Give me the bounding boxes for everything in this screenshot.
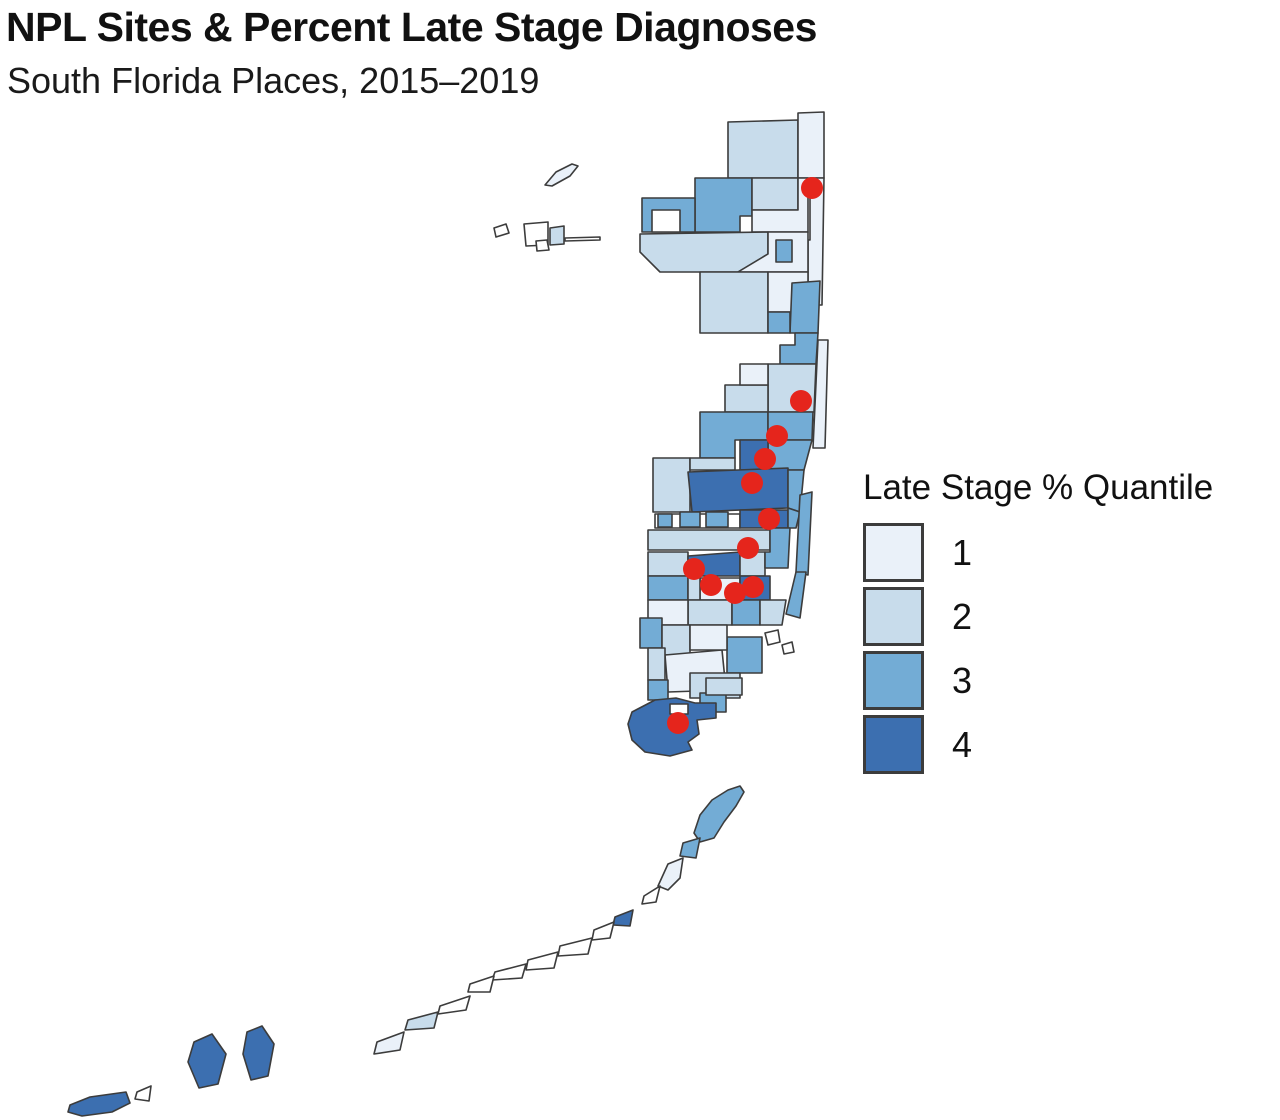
map-region (467, 975, 495, 993)
npl-site-dot (742, 576, 764, 598)
chart-title: NPL Sites & Percent Late Stage Diagnoses (6, 4, 817, 50)
map-region (787, 507, 801, 529)
legend-label: 3 (952, 659, 973, 701)
map-region (751, 177, 799, 211)
map-region (727, 119, 799, 179)
map-region (789, 280, 821, 334)
map-region (639, 617, 663, 649)
map-region (187, 1033, 227, 1089)
map-region (564, 236, 601, 242)
legend: Late Stage % Quantile 1 2 3 4 (863, 468, 1273, 779)
map-region (67, 1091, 131, 1117)
map-region (641, 885, 661, 905)
map-region (652, 457, 691, 513)
map-region (795, 491, 813, 576)
map-region (669, 703, 689, 715)
map-region (785, 571, 807, 619)
map-region (687, 467, 789, 513)
legend-swatch (863, 587, 924, 646)
npl-site-dot (737, 537, 759, 559)
map-region (724, 384, 769, 413)
map-region (764, 629, 781, 646)
map-region (705, 677, 743, 696)
chart-subtitle: South Florida Places, 2015–2019 (7, 60, 540, 101)
map-region (726, 636, 763, 674)
map-region (739, 363, 769, 386)
legend-label: 4 (952, 723, 973, 765)
npl-site-dot (758, 508, 780, 530)
legend-label: 1 (952, 531, 973, 573)
legend-entry: 1 (863, 523, 1273, 582)
map-region (651, 209, 681, 233)
npl-site-dot (741, 472, 763, 494)
map-region (535, 239, 550, 252)
legend-entries: 1 2 3 4 (863, 523, 1273, 774)
map-region (544, 163, 579, 187)
map-region (647, 551, 689, 577)
map-region (491, 963, 527, 981)
legend-swatch (863, 523, 924, 582)
map-region (705, 511, 729, 528)
map-region (759, 599, 787, 626)
map-region (779, 332, 819, 365)
legend-entry: 4 (863, 715, 1273, 774)
map-region (775, 239, 793, 263)
map-region (591, 921, 615, 941)
legend-label: 2 (952, 595, 973, 637)
map-region (373, 1031, 405, 1055)
map-region (689, 457, 736, 471)
map-region (694, 177, 753, 233)
map-region (767, 311, 791, 334)
map-region (797, 111, 825, 179)
map-region (679, 837, 701, 859)
map-region (647, 575, 689, 601)
map-region (242, 1025, 275, 1081)
npl-site-dot (790, 390, 812, 412)
map-region (657, 857, 684, 891)
map-region (699, 271, 769, 334)
npl-site-dot (683, 558, 705, 580)
map-region (812, 339, 829, 449)
map-region (404, 1011, 439, 1031)
npl-site-dot (667, 712, 689, 734)
map-region (781, 641, 795, 655)
map-region (557, 937, 593, 957)
map-region (493, 223, 510, 238)
legend-entry: 3 (863, 651, 1273, 710)
npl-site-dot (754, 448, 776, 470)
map-region (657, 513, 673, 528)
map-region (689, 624, 728, 651)
npl-site-dot (700, 574, 722, 596)
legend-title: Late Stage % Quantile (863, 468, 1214, 507)
map-region (693, 785, 745, 843)
legend-swatch (863, 651, 924, 710)
npl-site-dot (766, 425, 788, 447)
map-region (661, 624, 691, 656)
npl-site-dot (724, 582, 746, 604)
map-region (134, 1085, 152, 1102)
map-region (612, 909, 634, 927)
map-region (764, 527, 791, 569)
map-region (647, 679, 669, 701)
map-region (687, 599, 733, 626)
legend-entry: 2 (863, 587, 1273, 646)
npl-site-dot (801, 177, 823, 199)
map-region (549, 225, 565, 246)
map-region (679, 511, 701, 528)
map-region (647, 647, 666, 681)
map-region (437, 995, 471, 1015)
legend-swatch (863, 715, 924, 774)
map-region (525, 951, 559, 971)
